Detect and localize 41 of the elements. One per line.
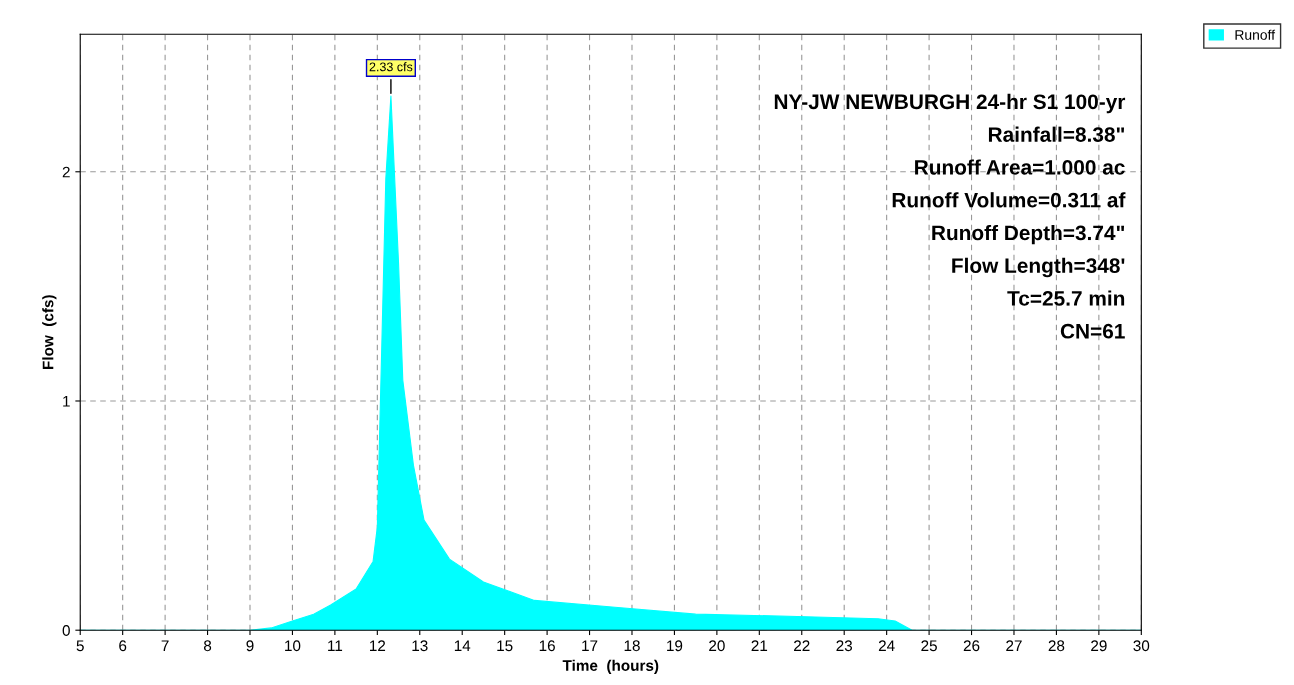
x-tick-label: 25 <box>921 640 937 652</box>
x-tick-label: 6 <box>119 640 127 652</box>
x-tick-label: 12 <box>370 640 386 651</box>
y-axis-title: Flow (cfs) <box>42 295 57 369</box>
x-tick-label: 8 <box>203 640 212 652</box>
annotation: 2.33 cfs <box>369 62 413 72</box>
x-tick-label: 13 <box>412 640 428 652</box>
x-tick-label: 5 <box>76 640 84 652</box>
annotation: Runoff Area=1.000 ac <box>915 159 1125 175</box>
annotation: Runoff Depth=3.74" <box>932 224 1125 245</box>
annotation: CN=61 <box>1060 323 1125 339</box>
annotation: NY-JW NEWBURGH 24-hr S1 100-yr <box>774 93 1126 114</box>
x-tick-label: 10 <box>285 640 301 652</box>
y-tick-label: 2 <box>62 166 70 178</box>
x-tick-label: 11 <box>328 640 343 651</box>
x-tick-label: 24 <box>878 640 895 651</box>
annotation: Tc=25.7 min <box>1007 290 1125 306</box>
x-tick-label: 26 <box>963 640 980 652</box>
x-tick-label: 14 <box>454 640 471 651</box>
y-tick-label: 1 <box>63 396 70 407</box>
annotation: Flow Length=348' <box>952 257 1125 278</box>
x-tick-label: 16 <box>539 640 555 652</box>
annotation: Runoff Volume=0.311 af <box>892 192 1126 208</box>
x-tick-label: 23 <box>836 640 853 652</box>
legend-label: Runoff <box>1235 29 1276 40</box>
annotation: Rainfall=8.38" <box>988 126 1125 142</box>
x-tick-label: 30 <box>1133 640 1150 652</box>
x-tick-label: 17 <box>582 640 598 651</box>
x-tick-label: 22 <box>794 640 810 651</box>
x-tick-label: 29 <box>1091 640 1107 652</box>
x-tick-label: 18 <box>624 640 640 652</box>
x-tick-label: 20 <box>709 640 725 652</box>
x-tick-label: 19 <box>667 640 683 652</box>
x-axis-title: Time (hours) <box>562 659 659 674</box>
x-tick-label: 21 <box>751 640 768 651</box>
x-tick-label: 7 <box>161 640 169 651</box>
x-tick-label: 27 <box>1006 640 1022 651</box>
x-tick-label: 15 <box>497 640 513 652</box>
y-tick-label: 0 <box>62 625 70 636</box>
x-tick-label: 9 <box>246 640 254 652</box>
x-tick-label: 28 <box>1048 640 1065 652</box>
